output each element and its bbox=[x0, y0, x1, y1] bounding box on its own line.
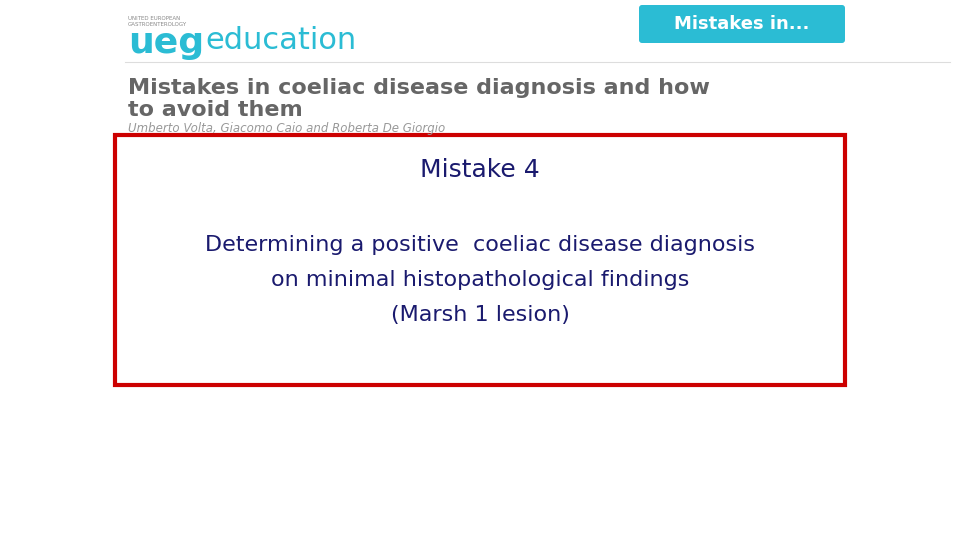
Text: (Marsh 1 lesion): (Marsh 1 lesion) bbox=[391, 305, 569, 325]
Text: ueg: ueg bbox=[128, 26, 204, 60]
Bar bbox=[115, 135, 845, 385]
Text: Determining a positive  coeliac disease diagnosis: Determining a positive coeliac disease d… bbox=[205, 235, 755, 255]
Text: Mistakes in coeliac disease diagnosis and how: Mistakes in coeliac disease diagnosis an… bbox=[128, 78, 709, 98]
Text: UNITED EUROPEAN
GASTROENTEROLOGY: UNITED EUROPEAN GASTROENTEROLOGY bbox=[128, 16, 187, 27]
Text: Umberto Volta, Giacomo Caio and Roberta De Giorgio: Umberto Volta, Giacomo Caio and Roberta … bbox=[128, 122, 445, 135]
Text: Mistake 4: Mistake 4 bbox=[420, 158, 540, 182]
FancyBboxPatch shape bbox=[639, 5, 845, 43]
Text: to avoid them: to avoid them bbox=[128, 100, 302, 120]
Text: Mistakes in...: Mistakes in... bbox=[674, 15, 809, 33]
Text: education: education bbox=[205, 26, 356, 55]
Text: on minimal histopathological findings: on minimal histopathological findings bbox=[271, 270, 689, 290]
